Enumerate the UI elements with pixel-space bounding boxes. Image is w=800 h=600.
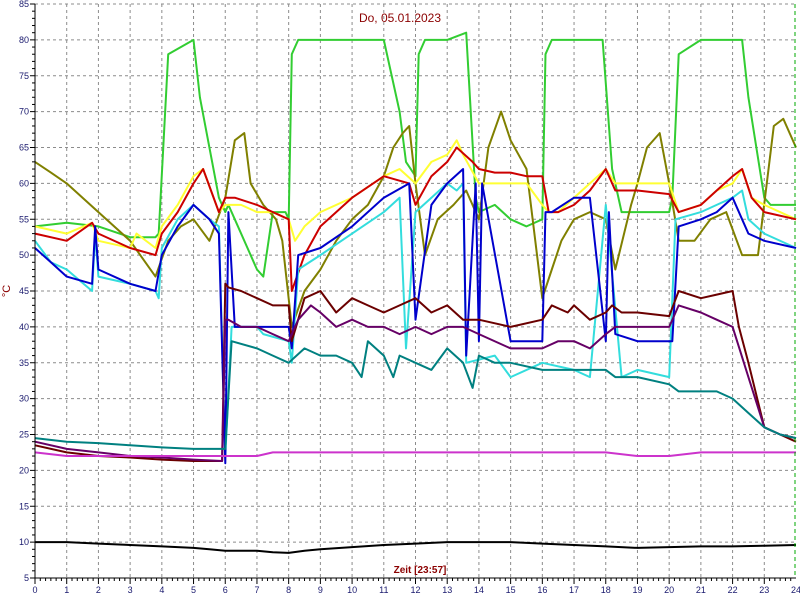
x-tick-label: 21 [696, 585, 706, 595]
y-tick-label: 30 [19, 394, 29, 404]
x-tick-label: 17 [569, 585, 579, 595]
series-line-2 [34, 110, 797, 328]
series-line-11 [35, 541, 797, 554]
y-tick-label: 50 [19, 250, 29, 260]
x-tick-label: 11 [379, 585, 388, 595]
series-line-6 [34, 168, 797, 465]
y-tick-label: 5 [24, 573, 29, 583]
series-line-5 [34, 182, 797, 457]
y-tick-label: 10 [19, 537, 29, 547]
y-tick-label: 60 [19, 178, 29, 188]
x-tick-label: 8 [286, 585, 291, 595]
y-tick-label: 20 [19, 465, 29, 475]
x-tick-label: 23 [759, 585, 769, 595]
x-tick-label: 5 [191, 585, 196, 595]
x-tick-label: 22 [728, 585, 738, 595]
x-tick-label: 7 [254, 585, 259, 595]
series-line-3 [34, 139, 797, 249]
series-line-1 [34, 31, 796, 278]
x-tick-label: 15 [506, 585, 516, 595]
y-tick-label: 40 [19, 322, 29, 332]
x-tick-label: 14 [474, 585, 484, 595]
series-line-9 [34, 340, 797, 450]
x-tick-label: 12 [410, 585, 420, 595]
y-tick-label: 35 [19, 358, 29, 368]
y-tick-labels: 5 10 15 20 25 30 35 40 45 50 55 60 65 70 75 80 85 [19, 0, 29, 583]
chart-axes [30, 3, 796, 584]
y-tick-label: 15 [19, 501, 29, 511]
x-tick-labels: 0 1 2 3 4 5 6 7 8 9 10 11 12 13 14 15 16 17 18 19 20 21 22 23 24 [32, 585, 800, 595]
x-tick-label: 20 [664, 585, 674, 595]
y-tick-label: 85 [19, 0, 29, 9]
series-line-7 [34, 282, 797, 462]
x-tick-label: 16 [537, 585, 547, 595]
x-tick-label: 19 [632, 585, 642, 595]
x-tick-label: 10 [347, 585, 357, 595]
x-tick-label: 13 [442, 585, 452, 595]
x-tick-label: 24 [791, 585, 800, 595]
x-tick-label: 9 [318, 585, 323, 595]
y-tick-label: 45 [19, 286, 29, 296]
x-tick-label: 6 [223, 585, 228, 595]
series-line-4 [34, 146, 797, 292]
x-tick-label: 1 [64, 585, 69, 595]
x-axis-label: Zeit [23:57] [394, 565, 447, 576]
x-tick-label: 4 [159, 585, 164, 595]
y-tick-label: 65 [19, 143, 29, 153]
y-axis-label: °C [1, 285, 13, 297]
x-tick-label: 3 [128, 585, 133, 595]
series-line-8 [34, 304, 797, 462]
x-tick-label: 0 [32, 585, 37, 595]
x-tick-label: 18 [601, 585, 611, 595]
y-tick-label: 80 [19, 35, 29, 45]
y-tick-label: 70 [19, 107, 29, 117]
series-line-10 [34, 451, 796, 457]
y-tick-label: 25 [19, 430, 29, 440]
x-tick-label: 2 [96, 585, 101, 595]
chart-title: Do, 05.01.2023 [359, 11, 441, 25]
y-tick-label: 55 [19, 214, 29, 224]
y-tick-label: 75 [19, 71, 29, 81]
chart-series [34, 31, 797, 554]
